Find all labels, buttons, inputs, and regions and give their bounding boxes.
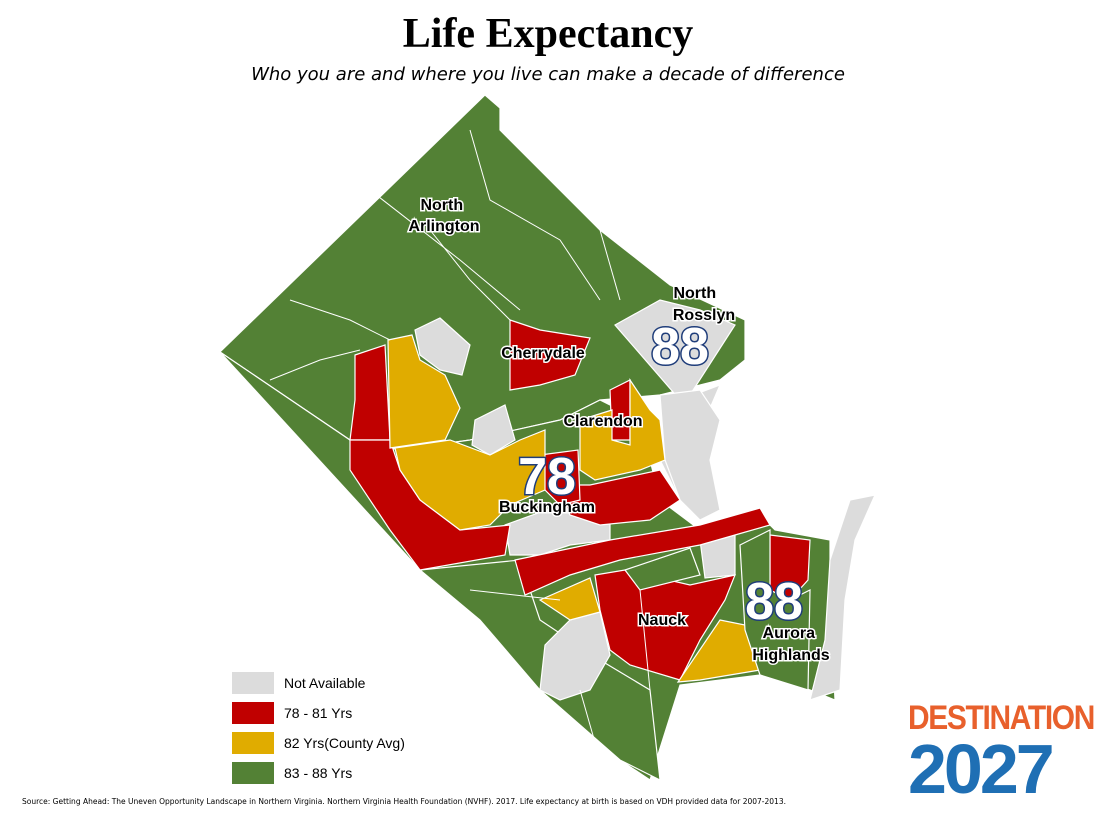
source-note: Source: Getting Ahead: The Uneven Opport…	[22, 797, 786, 806]
legend-item-78-81: 78 - 81 Yrs	[232, 698, 405, 728]
legend-label: 83 - 88 Yrs	[284, 765, 353, 781]
region-yellow-northwest	[387, 334, 461, 449]
region-red-clarendon	[609, 379, 631, 441]
region-red-southwest	[349, 439, 511, 571]
legend-swatch	[232, 702, 274, 724]
region-red-columbia-pike	[514, 507, 771, 596]
region-na-pentagon	[659, 389, 721, 521]
region-red-west	[349, 344, 391, 441]
region-na-east	[809, 494, 877, 701]
region-yellow-nauck-east	[676, 619, 761, 683]
region-red-cherrydale	[509, 319, 591, 391]
legend-label: 82 Yrs(County Avg)	[284, 735, 405, 751]
boundary-lines	[269, 129, 651, 761]
region-green-south-pocket	[624, 547, 701, 591]
legend-item-82: 82 Yrs(County Avg)	[232, 728, 405, 758]
label-aurora-highlands: Aurora Highlands	[752, 625, 829, 664]
legend-item-83-88: 83 - 88 Yrs	[232, 758, 405, 788]
page-title: Life Expectancy	[402, 11, 694, 57]
map-legend: Not Available 78 - 81 Yrs 82 Yrs(County …	[232, 668, 405, 788]
region-na-cherry-west	[414, 317, 471, 376]
label-clarendon: Clarendon	[563, 413, 642, 430]
region-yellow-south	[538, 577, 601, 621]
label-cherrydale: Cherrydale	[501, 345, 585, 362]
region-yellow-clarendon	[579, 378, 666, 481]
region-yellow-central	[394, 429, 546, 531]
legend-item-not-available: Not Available	[232, 668, 405, 698]
page-subtitle: Who you are and where you live can make …	[251, 64, 845, 85]
callout-aurora-highlands: 88	[745, 573, 803, 631]
region-red-buckingham	[554, 469, 681, 526]
label-nauck: Nauck	[638, 612, 686, 629]
legend-swatch	[232, 672, 274, 694]
callout-buckingham: 78	[518, 448, 576, 506]
label-buckingham: Buckingham	[499, 499, 595, 516]
callout-north-rosslyn: 88	[651, 318, 709, 376]
legend-swatch	[232, 762, 274, 784]
legend-swatch	[232, 732, 274, 754]
logo-top-text: DESTINATION	[908, 699, 1095, 737]
destination-2027-logo: DESTINATION 2027	[908, 699, 1095, 808]
label-north-rosslyn: North Rosslyn	[673, 285, 735, 324]
legend-label: Not Available	[284, 675, 366, 691]
region-na-mid	[471, 404, 516, 456]
label-north-arlington: North Arlington	[408, 197, 479, 235]
region-green-aurora	[739, 529, 811, 691]
logo-bottom-text: 2027	[908, 730, 1055, 808]
legend-label: 78 - 81 Yrs	[284, 705, 353, 721]
